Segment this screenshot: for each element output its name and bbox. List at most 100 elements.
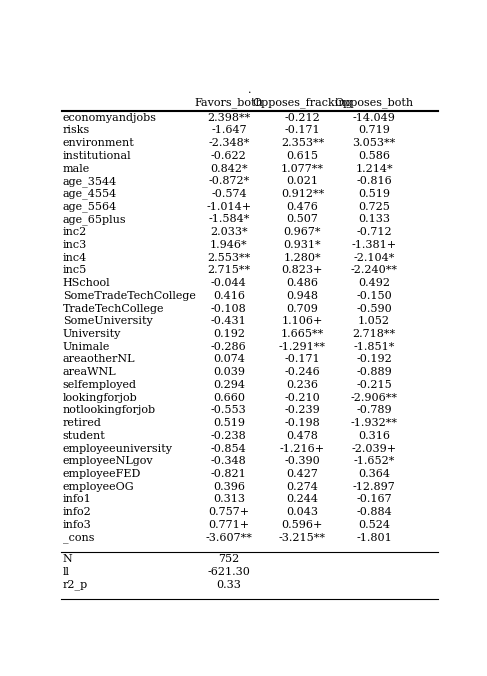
Text: -2.348*: -2.348* <box>208 138 249 148</box>
Text: 2.398**: 2.398** <box>207 113 250 123</box>
Text: 0.274: 0.274 <box>286 482 318 491</box>
Text: -0.712: -0.712 <box>356 227 392 237</box>
Text: 0.615: 0.615 <box>286 151 318 161</box>
Text: 1.077**: 1.077** <box>281 164 324 174</box>
Text: -1.851*: -1.851* <box>354 342 395 352</box>
Text: 1.946*: 1.946* <box>210 240 248 250</box>
Text: info1: info1 <box>63 494 92 504</box>
Text: -2.906**: -2.906** <box>351 393 398 403</box>
Text: 0.823+: 0.823+ <box>282 266 323 275</box>
Text: areaotherNL: areaotherNL <box>63 354 135 364</box>
Text: 0.757+: 0.757+ <box>208 507 249 517</box>
Text: age_5564: age_5564 <box>63 201 117 212</box>
Text: r2_p: r2_p <box>63 579 88 590</box>
Text: 0.519: 0.519 <box>358 189 390 199</box>
Text: ll: ll <box>63 567 70 577</box>
Text: age_4554: age_4554 <box>63 189 117 199</box>
Text: -14.049: -14.049 <box>353 113 395 123</box>
Text: employeeOG: employeeOG <box>63 482 134 491</box>
Text: -2.039+: -2.039+ <box>352 443 397 454</box>
Text: -621.30: -621.30 <box>207 567 250 577</box>
Text: 0.396: 0.396 <box>213 482 245 491</box>
Text: -0.212: -0.212 <box>284 113 320 123</box>
Text: 0.771+: 0.771+ <box>208 520 249 530</box>
Text: inc5: inc5 <box>63 266 87 275</box>
Text: employeeFED: employeeFED <box>63 469 141 479</box>
Text: male: male <box>63 164 90 174</box>
Text: -0.171: -0.171 <box>284 354 320 364</box>
Text: -0.198: -0.198 <box>284 418 320 428</box>
Text: notlookingforjob: notlookingforjob <box>63 406 156 415</box>
Text: 0.660: 0.660 <box>213 393 245 403</box>
Text: 0.596+: 0.596+ <box>282 520 323 530</box>
Text: inc4: inc4 <box>63 253 87 263</box>
Text: 0.427: 0.427 <box>286 469 318 479</box>
Text: .: . <box>248 85 251 95</box>
Text: 0.074: 0.074 <box>213 354 245 364</box>
Text: 0.133: 0.133 <box>358 214 390 224</box>
Text: employeeuniversity: employeeuniversity <box>63 443 173 454</box>
Text: 752: 752 <box>218 554 240 564</box>
Text: -1.932**: -1.932** <box>351 418 398 428</box>
Text: SomeTradeTechCollege: SomeTradeTechCollege <box>63 291 196 301</box>
Text: risks: risks <box>63 126 90 135</box>
Text: 0.931*: 0.931* <box>283 240 321 250</box>
Text: -0.215: -0.215 <box>356 380 392 390</box>
Text: age_65plus: age_65plus <box>63 214 127 225</box>
Text: 0.967*: 0.967* <box>283 227 321 237</box>
Text: -1.584*: -1.584* <box>208 214 249 224</box>
Text: 1.106+: 1.106+ <box>282 316 323 327</box>
Text: age_3544: age_3544 <box>63 176 117 187</box>
Text: 0.507: 0.507 <box>286 214 318 224</box>
Text: -1.647: -1.647 <box>211 126 246 135</box>
Text: -0.821: -0.821 <box>211 469 247 479</box>
Text: -3.215**: -3.215** <box>279 533 326 543</box>
Text: -0.884: -0.884 <box>356 507 392 517</box>
Text: -0.239: -0.239 <box>284 406 320 415</box>
Text: info2: info2 <box>63 507 92 517</box>
Text: 2.718**: 2.718** <box>353 329 396 339</box>
Text: 0.948: 0.948 <box>286 291 318 301</box>
Text: 0.524: 0.524 <box>358 520 390 530</box>
Text: -0.286: -0.286 <box>211 342 247 352</box>
Text: -0.622: -0.622 <box>211 151 247 161</box>
Text: -0.574: -0.574 <box>211 189 246 199</box>
Text: N: N <box>63 554 73 564</box>
Text: inc3: inc3 <box>63 240 87 250</box>
Text: SomeUniversity: SomeUniversity <box>63 316 152 327</box>
Text: 0.244: 0.244 <box>286 494 318 504</box>
Text: -0.789: -0.789 <box>356 406 392 415</box>
Text: 0.709: 0.709 <box>286 304 318 314</box>
Text: 3.053**: 3.053** <box>353 138 396 148</box>
Text: economyandjobs: economyandjobs <box>63 113 157 123</box>
Text: lookingforjob: lookingforjob <box>63 393 137 403</box>
Text: 0.294: 0.294 <box>213 380 245 390</box>
Text: -0.816: -0.816 <box>356 176 392 187</box>
Text: -0.889: -0.889 <box>356 367 392 377</box>
Text: -0.150: -0.150 <box>356 291 392 301</box>
Text: -3.607**: -3.607** <box>206 533 252 543</box>
Text: 0.912**: 0.912** <box>281 189 324 199</box>
Text: 0.192: 0.192 <box>213 329 245 339</box>
Text: 1.665**: 1.665** <box>281 329 324 339</box>
Text: -0.553: -0.553 <box>211 406 247 415</box>
Text: 0.364: 0.364 <box>358 469 390 479</box>
Text: student: student <box>63 431 106 441</box>
Text: -0.210: -0.210 <box>284 393 320 403</box>
Text: -2.104*: -2.104* <box>354 253 395 263</box>
Text: -0.108: -0.108 <box>211 304 247 314</box>
Text: 2.353**: 2.353** <box>281 138 324 148</box>
Text: 0.519: 0.519 <box>213 418 245 428</box>
Text: areaWNL: areaWNL <box>63 367 116 377</box>
Text: inc2: inc2 <box>63 227 87 237</box>
Text: -0.044: -0.044 <box>211 278 247 288</box>
Text: -0.238: -0.238 <box>211 431 247 441</box>
Text: 2.553**: 2.553** <box>207 253 250 263</box>
Text: University: University <box>63 329 121 339</box>
Text: 0.043: 0.043 <box>286 507 318 517</box>
Text: 0.416: 0.416 <box>213 291 245 301</box>
Text: 2.033*: 2.033* <box>210 227 248 237</box>
Text: 0.478: 0.478 <box>286 431 318 441</box>
Text: -0.872*: -0.872* <box>208 176 249 187</box>
Text: employeeNLgov: employeeNLgov <box>63 456 153 466</box>
